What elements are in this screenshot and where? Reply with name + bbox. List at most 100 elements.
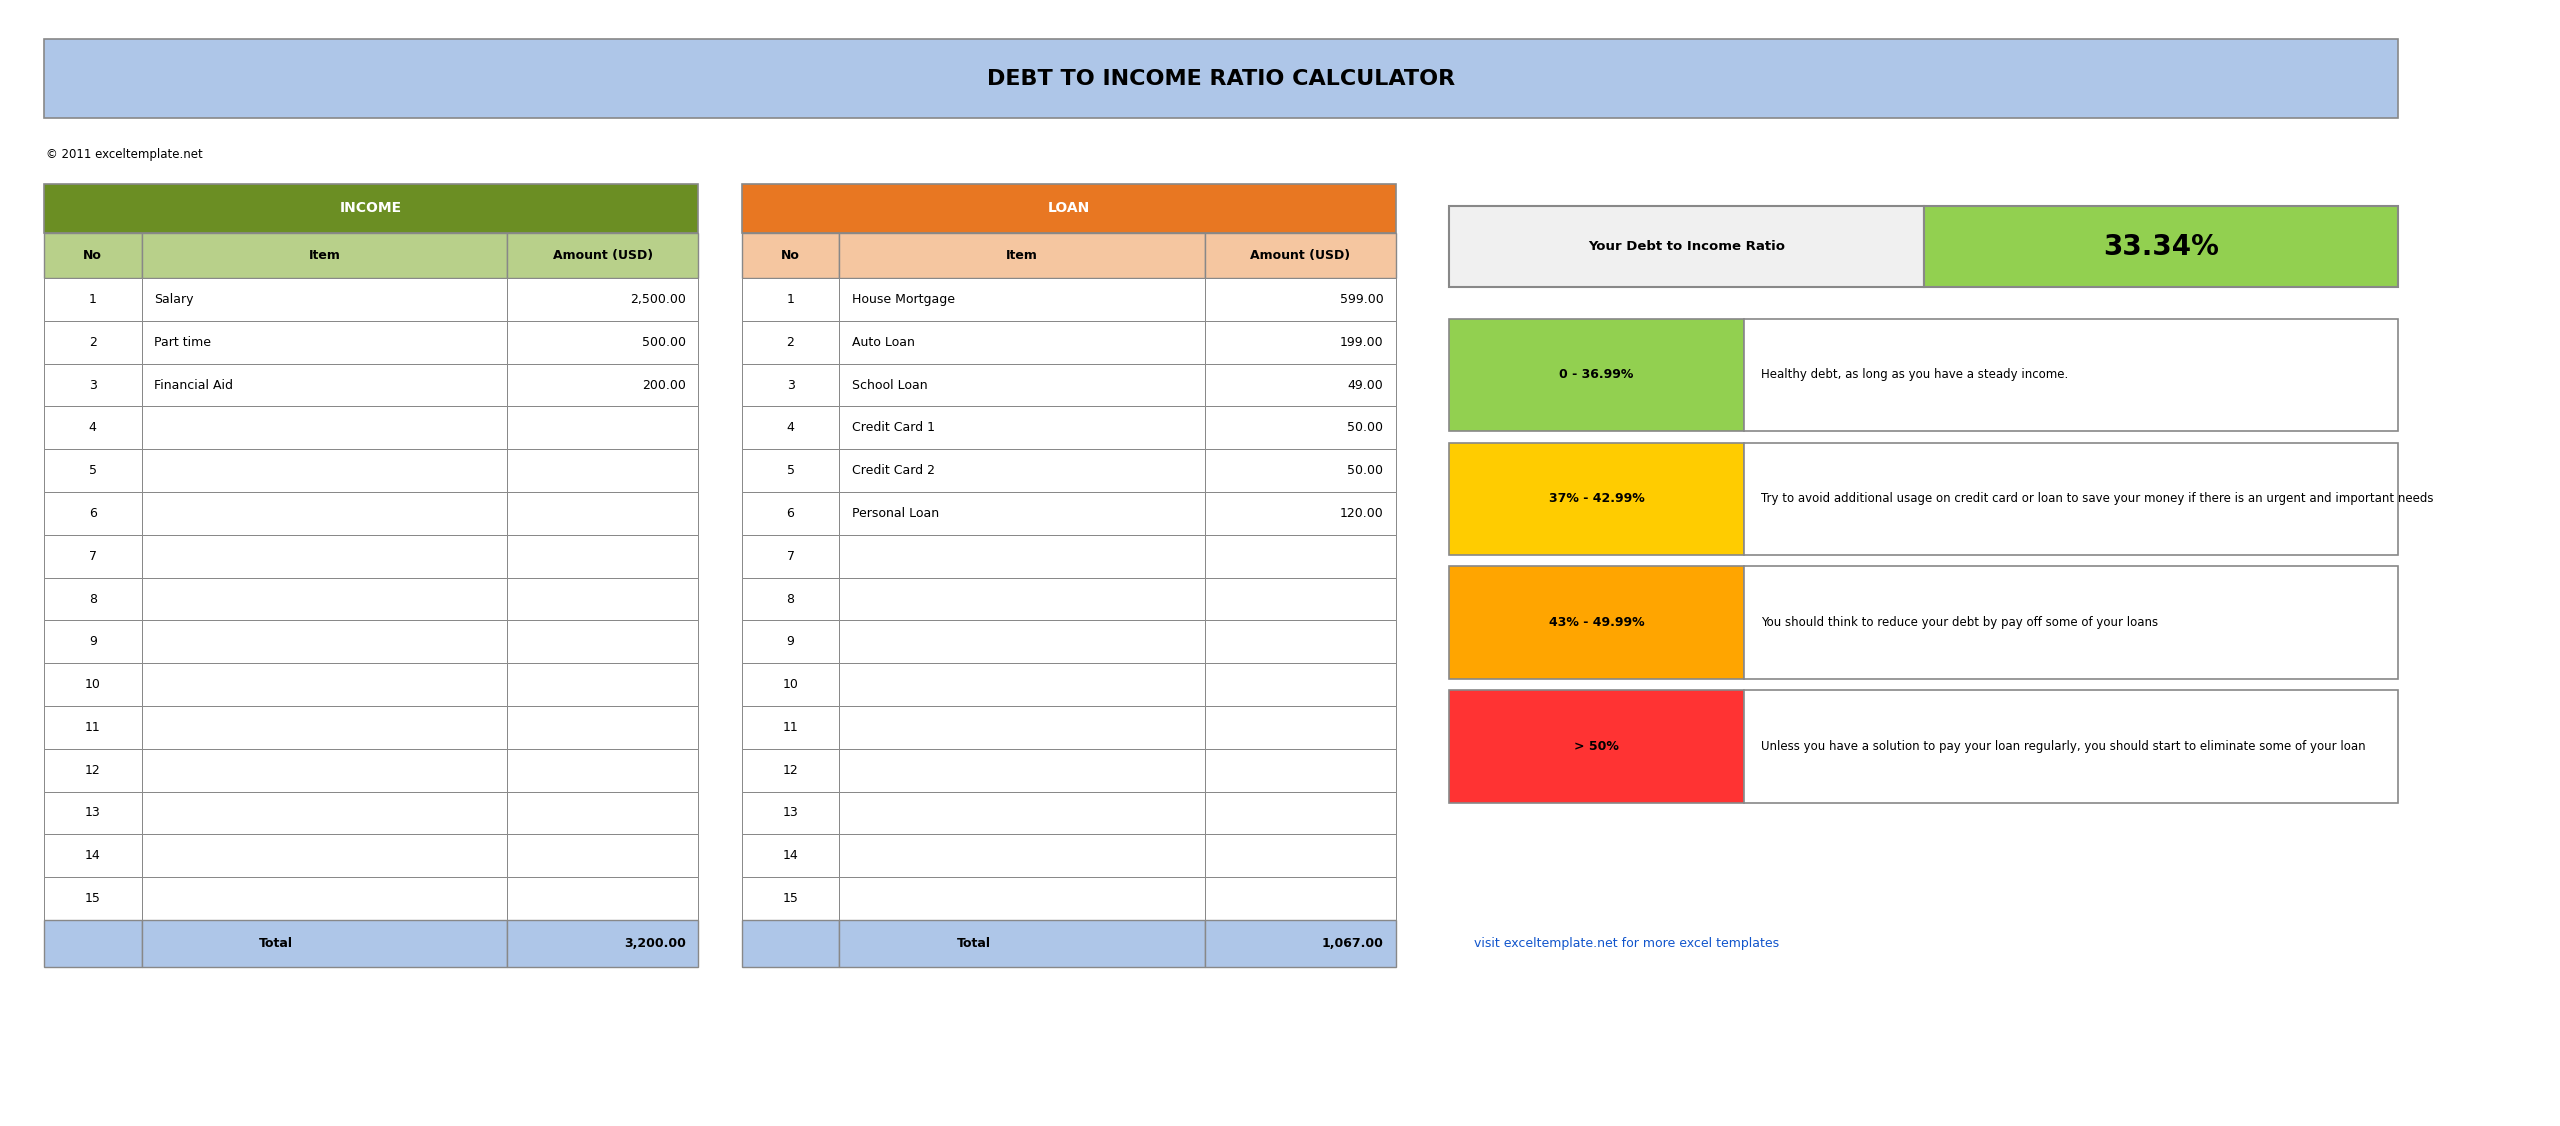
Bar — [840, 406, 1206, 449]
Bar — [507, 278, 699, 321]
Text: 5: 5 — [90, 464, 97, 477]
Bar — [44, 184, 699, 233]
Bar — [44, 406, 141, 449]
Bar — [141, 749, 507, 792]
Bar — [44, 877, 141, 920]
Bar — [1206, 620, 1395, 663]
Text: Your Debt to Income Ratio: Your Debt to Income Ratio — [1587, 240, 1784, 253]
Bar — [1206, 233, 1395, 278]
Text: 1: 1 — [786, 293, 794, 306]
Bar — [840, 321, 1206, 364]
Bar — [742, 321, 840, 364]
Bar — [44, 620, 141, 663]
Bar — [1206, 406, 1395, 449]
Bar — [840, 492, 1206, 535]
Text: 500.00: 500.00 — [643, 336, 686, 349]
Bar — [742, 364, 840, 406]
Bar — [1206, 920, 1395, 967]
Bar — [1206, 321, 1395, 364]
Bar — [44, 449, 141, 492]
Bar — [507, 364, 699, 406]
Bar — [44, 578, 141, 620]
Bar — [840, 449, 1206, 492]
Bar — [141, 278, 507, 321]
Bar — [507, 792, 699, 834]
Bar — [44, 749, 141, 792]
Bar — [44, 492, 141, 535]
Bar — [742, 663, 840, 706]
Text: 50.00: 50.00 — [1347, 421, 1382, 435]
Bar — [742, 578, 840, 620]
Bar — [840, 535, 1206, 578]
Text: 50.00: 50.00 — [1347, 464, 1382, 477]
Bar — [507, 233, 699, 278]
Bar — [1206, 364, 1395, 406]
Bar — [44, 364, 141, 406]
Bar — [742, 184, 1395, 233]
Text: Healthy debt, as long as you have a steady income.: Healthy debt, as long as you have a stea… — [1761, 368, 2068, 382]
Text: 0 - 36.99%: 0 - 36.99% — [1559, 368, 1633, 382]
Bar — [742, 749, 840, 792]
Bar — [507, 406, 699, 449]
Text: 14: 14 — [783, 849, 799, 863]
Bar — [141, 920, 507, 967]
Bar — [840, 834, 1206, 877]
Bar — [1206, 877, 1395, 920]
Text: visit exceltemplate.net for more excel templates: visit exceltemplate.net for more excel t… — [1475, 937, 1779, 950]
Bar — [1206, 834, 1395, 877]
Bar — [840, 278, 1206, 321]
Text: 11: 11 — [84, 721, 100, 734]
Text: 14: 14 — [84, 849, 100, 863]
Bar — [1206, 492, 1395, 535]
Bar — [742, 620, 840, 663]
Bar — [1743, 690, 2399, 803]
Bar — [1206, 449, 1395, 492]
Text: INCOME: INCOME — [340, 202, 402, 215]
Bar — [742, 920, 840, 967]
Bar — [742, 233, 840, 278]
Text: 120.00: 120.00 — [1339, 507, 1382, 520]
Bar — [1206, 663, 1395, 706]
Text: 9: 9 — [90, 635, 97, 649]
Bar — [1206, 792, 1395, 834]
Bar — [1449, 566, 1743, 679]
Bar — [1449, 206, 1923, 287]
Bar — [507, 535, 699, 578]
Bar — [1206, 749, 1395, 792]
Bar — [141, 663, 507, 706]
Text: 199.00: 199.00 — [1339, 336, 1382, 349]
Bar — [44, 920, 141, 967]
Bar — [44, 278, 141, 321]
Bar — [141, 449, 507, 492]
Bar — [507, 449, 699, 492]
Text: You should think to reduce your debt by pay off some of your loans: You should think to reduce your debt by … — [1761, 616, 2158, 629]
Text: Total: Total — [957, 937, 991, 950]
Bar — [44, 663, 141, 706]
Text: 3: 3 — [90, 378, 97, 392]
Text: Credit Card 2: Credit Card 2 — [852, 464, 934, 477]
Bar — [141, 877, 507, 920]
Bar — [44, 39, 2399, 118]
Bar — [44, 792, 141, 834]
Text: 13: 13 — [84, 806, 100, 820]
Text: Auto Loan: Auto Loan — [852, 336, 914, 349]
Bar — [840, 620, 1206, 663]
Bar — [742, 877, 840, 920]
Bar — [1206, 278, 1395, 321]
Bar — [1206, 578, 1395, 620]
Text: Try to avoid additional usage on credit card or loan to save your money if there: Try to avoid additional usage on credit … — [1761, 492, 2432, 506]
Text: 10: 10 — [84, 678, 100, 691]
Text: 12: 12 — [783, 763, 799, 777]
Bar — [1449, 319, 1743, 431]
Bar — [141, 706, 507, 749]
Bar — [141, 406, 507, 449]
Bar — [507, 834, 699, 877]
Text: 10: 10 — [783, 678, 799, 691]
Text: 6: 6 — [90, 507, 97, 520]
Bar — [1206, 706, 1395, 749]
Bar — [840, 920, 1206, 967]
Bar — [742, 706, 840, 749]
Text: Amount (USD): Amount (USD) — [553, 249, 653, 262]
Bar — [44, 233, 141, 278]
Text: 5: 5 — [786, 464, 794, 477]
